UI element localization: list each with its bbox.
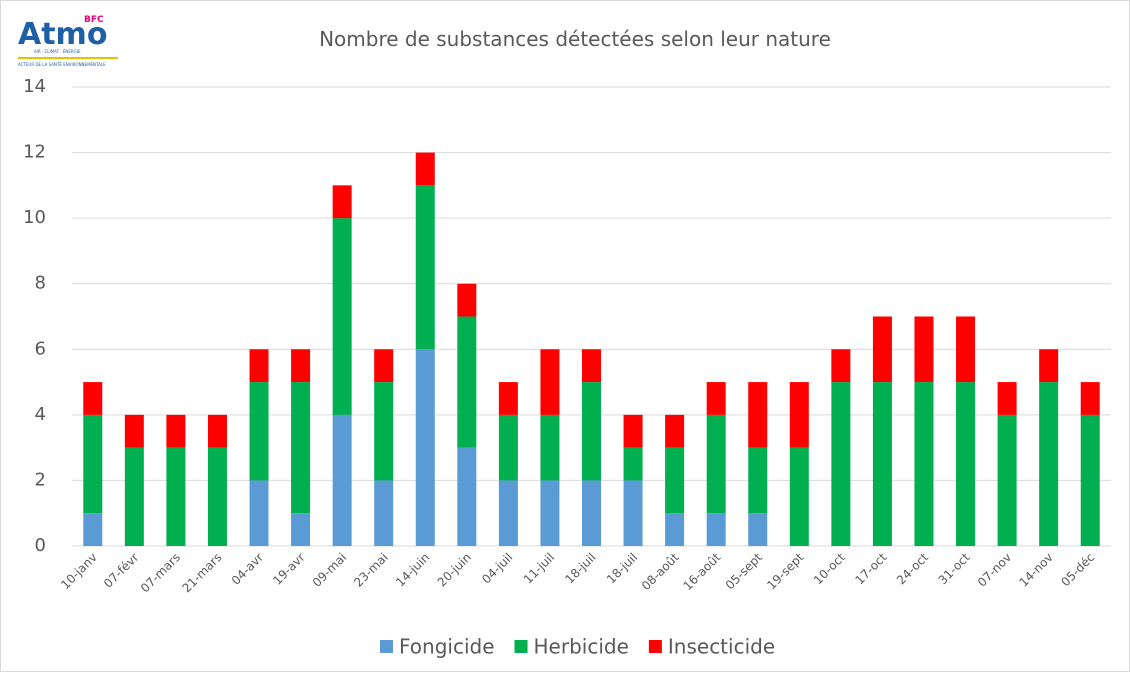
y-tick-label: 8 [35,273,46,294]
bar-segment [1080,382,1100,415]
bar-segment [249,382,269,481]
bar-segment [498,480,518,546]
bar-segment [706,414,726,514]
logo-tagline: AIR · CLIMAT · ÉNERGIE [34,49,81,54]
bar-segment [291,349,311,383]
bar-segment [997,414,1017,546]
bar-segment [582,480,601,546]
bar-segment [249,480,269,546]
y-tick-label: 14 [23,76,46,97]
y-tick-label: 12 [23,142,46,163]
legend-label: Fongicide [399,635,495,659]
bar-segment [748,513,768,546]
bar-segment [415,152,435,186]
legend-label: Herbicide [534,635,629,659]
bar-segment [207,414,227,448]
bar-segment [914,316,934,383]
bar-segment [997,382,1017,415]
bar-segment [1080,414,1100,546]
y-tick-label: 2 [35,469,46,490]
bar-segment [124,447,144,546]
bar-segment [872,316,892,383]
bar-segment [582,349,601,383]
bar-segment [291,513,311,546]
bar-segment [956,382,976,546]
bar-segment [706,513,726,546]
bar-segment [457,316,477,448]
bar-segment [498,414,518,481]
y-tick-label: 4 [35,404,46,425]
bar-segment [540,480,560,546]
bar-segment [623,480,643,546]
bar-segment [83,414,103,514]
bar-segment [831,382,851,546]
bar-segment [665,414,685,448]
bar-segment [249,349,269,383]
bar-segment [1039,349,1059,383]
bar-segment [332,414,352,546]
bar-segment [374,349,394,383]
bar-segment [1039,382,1059,546]
bar-segment [665,513,685,546]
bar-segment [623,447,643,481]
bar-segment [415,185,435,350]
bar-segment [291,382,311,514]
legend-swatch [380,640,393,653]
bar-segment [124,414,144,448]
bar-segment [498,382,518,415]
y-tick-label: 10 [23,207,46,228]
bar-segment [540,349,560,415]
bar-segment [332,218,352,415]
bar-segment [540,414,560,481]
bar-segment [207,447,227,546]
bar-segment [166,414,186,448]
logo-sup: BFC [84,15,104,25]
bar-segment [665,447,685,514]
legend-swatch [514,640,528,653]
bar-segment [789,382,809,448]
bar-segment [748,382,768,448]
legend-swatch [648,640,662,653]
bar-segment [374,382,394,481]
bar-segment [83,382,103,415]
logo-bar [18,57,118,59]
bar-segment [914,382,934,546]
bar-segment [166,447,186,546]
bar-segment [332,185,352,219]
bar-segment [748,447,768,514]
chart-title: Nombre de substances détectées selon leu… [319,27,831,51]
bar-segment [374,480,394,546]
bar-segment [706,382,726,415]
bar-segment [831,349,851,383]
bar-segment [789,447,809,546]
legend-label: Insecticide [668,635,775,659]
bar-segment [415,349,435,546]
logo-name: Atmo [18,17,107,52]
bar-segment [582,382,601,481]
bar-segment [83,513,103,546]
y-tick-label: 0 [35,535,46,556]
bar-segment [623,414,643,448]
bar-segment [872,382,892,546]
logo-motto: ACTEUR DE LA SANTÉ ENVIRONNEMENTALE [18,62,106,67]
y-tick-label: 6 [35,338,46,359]
bar-segment [457,447,477,546]
bar-segment [457,283,477,317]
bar-segment [956,316,976,383]
